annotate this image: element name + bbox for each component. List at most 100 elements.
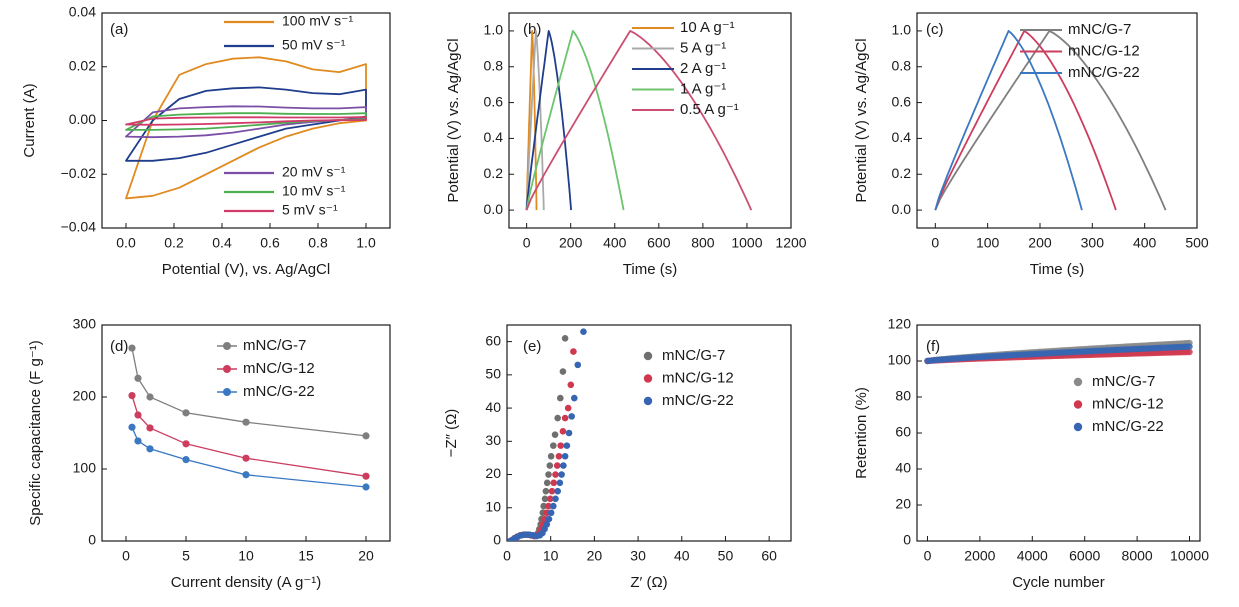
nyquist-point xyxy=(570,348,577,355)
x-tick-label: 0.6 xyxy=(260,235,280,251)
nyquist-point xyxy=(547,452,555,460)
y-axis-label: −Z″ (Ω) xyxy=(443,409,460,458)
legend-label: mNC/G-12 xyxy=(243,360,315,377)
legend-label: 2 A g⁻¹ xyxy=(680,60,726,77)
nyquist-point xyxy=(559,368,567,375)
nyquist-point xyxy=(546,495,554,503)
x-tick-label: 0 xyxy=(924,548,932,564)
x-tick-label: 200 xyxy=(1028,235,1052,251)
x-tick-label: 0 xyxy=(503,548,511,564)
rate-point xyxy=(242,471,250,479)
nyquist-point xyxy=(540,502,548,510)
x-axis-label: Time (s) xyxy=(1030,261,1084,278)
legend-marker xyxy=(1073,422,1083,432)
y-tick-label: 0.02 xyxy=(69,57,96,73)
nyquist-point xyxy=(543,521,551,528)
y-tick-label: 50 xyxy=(485,366,501,382)
y-tick-label: 120 xyxy=(888,316,912,332)
nyquist-point xyxy=(557,442,565,449)
nyquist-point xyxy=(552,471,559,478)
gcd-curve-series-2 xyxy=(934,30,1083,211)
legend-label: 50 mV s⁻¹ xyxy=(282,37,346,53)
rate-point xyxy=(146,424,154,432)
rate-point xyxy=(242,418,250,426)
legend-marker xyxy=(223,365,231,373)
x-tick-label: 50 xyxy=(718,548,734,564)
rate-point xyxy=(134,437,142,445)
y-tick-label: 60 xyxy=(895,424,911,440)
y-tick-label: −0.04 xyxy=(61,219,97,235)
rate-point xyxy=(182,456,190,464)
x-tick-label: 10 xyxy=(238,548,254,564)
chart-panel-5: 0 2000 4000 6000 8000 10000 0 20 40 60 80 100 120 Cyc… xyxy=(853,316,1209,591)
chart-panel-0: 0.0 0.2 0.4 0.6 0.8 1.0 −0.04 −0.02 0.00 0.02 0.04… xyxy=(21,4,391,278)
nyquist-point xyxy=(541,495,549,503)
data-layer xyxy=(507,328,587,541)
nyquist-point xyxy=(553,462,561,469)
y-tick-label: 0.0 xyxy=(484,201,504,217)
y-tick-label: 200 xyxy=(73,388,97,404)
nyquist-point xyxy=(550,479,558,487)
cv-loop-series-4 xyxy=(125,116,367,126)
x-axis-label: Potential (V), vs. Ag/AgCl xyxy=(162,261,330,278)
x-tick-label: 100 xyxy=(976,235,1000,251)
y-axis-label: Potential (V) vs. Ag/AgCl xyxy=(853,38,870,202)
legend-marker xyxy=(643,396,653,406)
nyquist-point xyxy=(548,487,556,495)
x-tick-label: 40 xyxy=(674,548,690,564)
y-tick-label: 1.0 xyxy=(892,22,912,38)
legend-label: mNC/G-12 xyxy=(1092,395,1164,412)
chart-panel-2: 0 100 200 300 400 500 0.0 0.2 0.4 0.6 0.8 1.0 Time (… xyxy=(853,12,1209,278)
data-layer xyxy=(128,344,370,491)
legend-label: 20 mV s⁻¹ xyxy=(282,164,346,180)
x-axis-label: Current density (A g⁻¹) xyxy=(171,574,321,591)
legend-label: 0.5 A g⁻¹ xyxy=(680,101,739,118)
x-tick-label: 0.2 xyxy=(164,235,184,251)
x-tick-label: 15 xyxy=(298,548,314,564)
x-tick-label: 60 xyxy=(761,548,777,564)
y-tick-label: 80 xyxy=(895,388,911,404)
nyquist-point xyxy=(568,413,575,420)
rate-point xyxy=(146,445,154,453)
rate-point xyxy=(128,423,136,431)
y-tick-label: 0.8 xyxy=(484,57,504,73)
legend-label: mNC/G-7 xyxy=(662,347,725,364)
nyquist-point xyxy=(545,515,553,523)
nyquist-point xyxy=(561,414,569,422)
legend-label: 5 A g⁻¹ xyxy=(680,39,726,56)
legend-marker xyxy=(1073,400,1083,409)
legend-label: mNC/G-22 xyxy=(243,383,315,400)
y-axis-label: Current (A) xyxy=(21,83,38,157)
nyquist-point xyxy=(556,479,564,487)
plot-frame xyxy=(101,324,391,542)
legend-label: 10 mV s⁻¹ xyxy=(282,183,346,199)
y-tick-label: 0.00 xyxy=(69,111,96,127)
y-tick-label: 0.4 xyxy=(892,129,912,145)
x-tick-label: 8000 xyxy=(1122,548,1153,564)
y-tick-label: 20 xyxy=(485,465,501,481)
panel-label: (c) xyxy=(926,21,944,38)
legend-label: mNC/G-22 xyxy=(662,392,734,409)
y-tick-label: 0 xyxy=(88,532,96,548)
x-tick-label: 30 xyxy=(630,548,646,564)
y-tick-label: 20 xyxy=(895,496,911,512)
nyquist-point xyxy=(555,452,563,460)
x-tick-label: 20 xyxy=(587,548,603,564)
y-tick-label: 100 xyxy=(888,352,912,368)
y-tick-label: 0 xyxy=(493,532,501,548)
legend-label: mNC/G-12 xyxy=(662,369,734,386)
nyquist-point xyxy=(551,431,559,438)
legend-label: 5 mV s⁻¹ xyxy=(282,202,338,218)
y-tick-label: 40 xyxy=(895,460,911,476)
rate-point xyxy=(134,411,142,419)
x-tick-label: 2000 xyxy=(964,548,995,564)
gcd-curve-series-1 xyxy=(525,30,545,211)
data-layer xyxy=(924,339,1193,365)
nyquist-point xyxy=(550,442,557,449)
plot-frame xyxy=(916,12,1198,229)
legend-label: mNC/G-7 xyxy=(1092,373,1155,390)
x-tick-label: 800 xyxy=(691,235,715,251)
nyquist-point xyxy=(543,479,551,487)
plot-frame xyxy=(506,324,792,542)
x-tick-label: 0 xyxy=(931,235,939,251)
